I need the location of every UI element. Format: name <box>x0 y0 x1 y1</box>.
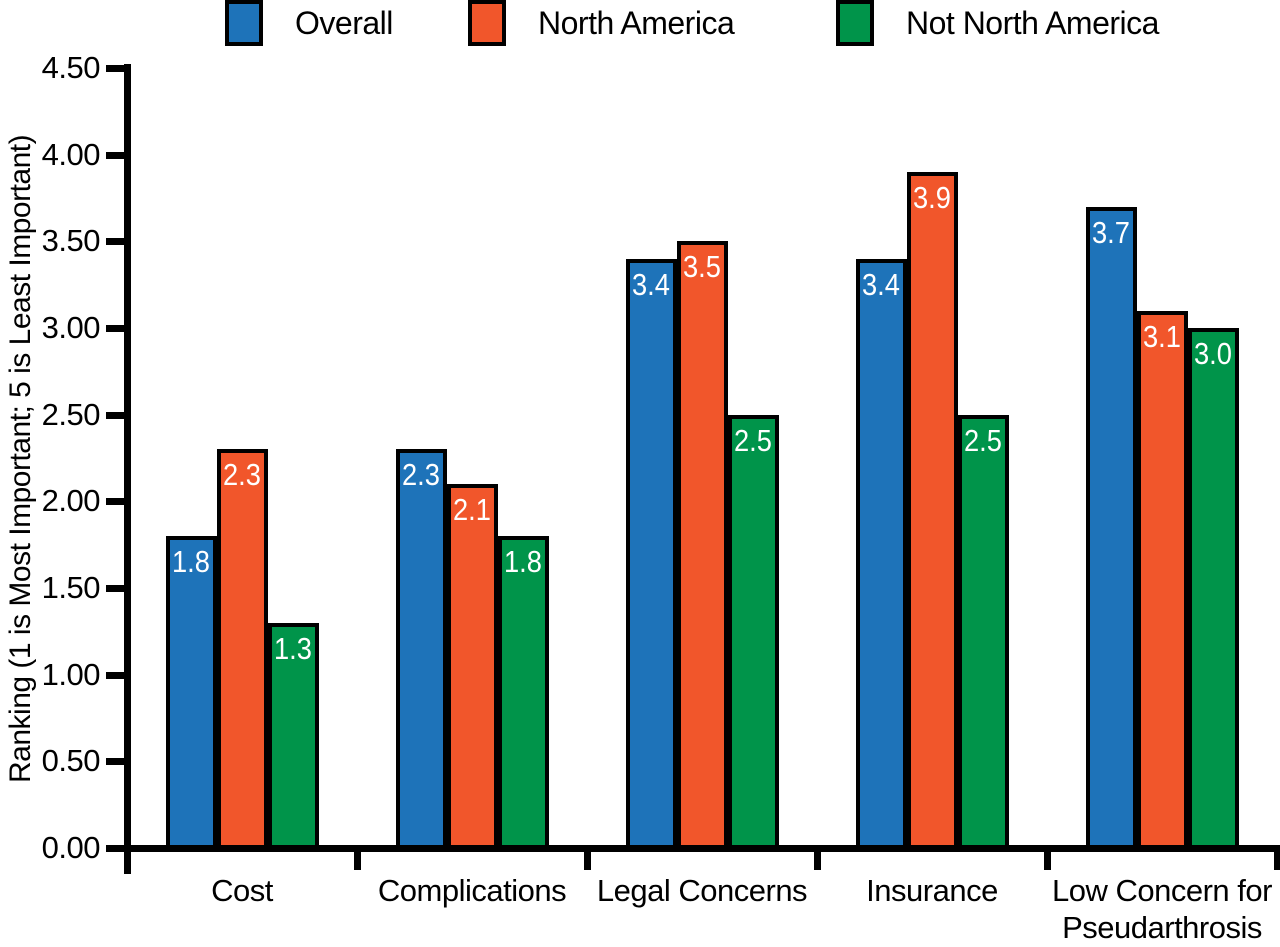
y-tick <box>106 498 127 506</box>
bar-overall-complications: 2.3 <box>395 449 447 852</box>
bar-overall-low-concern-for-pseudarthrosis: 3.7 <box>1085 207 1137 852</box>
legend-swatch-icon <box>836 0 874 46</box>
y-tick-label: 4.50 <box>41 50 101 85</box>
bar-not-north-america-low-concern-for-pseudarthrosis: 3.0 <box>1187 328 1239 852</box>
bar-value-label: 1.8 <box>503 544 542 579</box>
bar-north-america-cost: 2.3 <box>216 449 268 852</box>
y-tick-label: 0.00 <box>41 830 101 865</box>
bar-value-label: 3.9 <box>912 180 951 215</box>
y-tick <box>106 845 127 852</box>
category-label: Complications <box>377 873 567 908</box>
y-tick-label: 0.50 <box>41 743 101 779</box>
legend-label: Not North America <box>906 4 1159 41</box>
category-label: Legal Concerns <box>596 873 808 908</box>
legend-item-overall: Overall <box>225 0 393 46</box>
bar-north-america-complications: 2.1 <box>446 484 498 852</box>
bar-not-north-america-legal-concerns: 2.5 <box>727 415 779 852</box>
legend-label: North America <box>538 4 735 41</box>
x-tick <box>584 848 591 870</box>
y-tick-label: 4.00 <box>41 136 101 172</box>
legend-item-not-north-america: Not North America <box>836 0 1159 46</box>
legend-swatch-icon <box>225 0 263 46</box>
y-tick <box>106 325 127 332</box>
bar-north-america-insurance: 3.9 <box>906 172 958 852</box>
bar-not-north-america-complications: 1.8 <box>497 536 549 852</box>
bar-value-label: 1.8 <box>171 544 210 579</box>
y-tick-label: 1.00 <box>41 656 101 692</box>
legend-swatch-icon <box>468 0 506 46</box>
bar-value-label: 3.4 <box>861 267 900 302</box>
bar-value-label: 3.1 <box>1142 319 1181 354</box>
bar-north-america-legal-concerns: 3.5 <box>676 241 728 852</box>
y-tick-label: 3.50 <box>41 223 101 259</box>
x-tick <box>1274 848 1280 870</box>
y-tick-label: 2.00 <box>41 483 101 519</box>
bar-value-label: 2.3 <box>222 457 261 492</box>
category-label: Low Concern for Pseudarthrosis <box>1052 873 1272 945</box>
bar-not-north-america-cost: 1.3 <box>267 623 319 852</box>
bar-value-label: 1.3 <box>273 631 312 666</box>
bar-value-label: 2.5 <box>963 423 1002 458</box>
bar-overall-cost: 1.8 <box>165 536 217 852</box>
bar-value-label: 3.5 <box>682 249 721 284</box>
y-axis-title: Ranking (1 is Most Important; 5 is Least… <box>4 134 37 784</box>
category-label: Insurance <box>866 873 998 908</box>
category-label: Cost <box>211 873 273 908</box>
bar-value-label: 3.0 <box>1193 336 1232 371</box>
legend-label: Overall <box>295 4 393 41</box>
bar-value-label: 3.7 <box>1091 215 1130 250</box>
y-tick <box>106 758 127 766</box>
x-tick <box>1044 848 1051 870</box>
bar-value-label: 3.4 <box>631 267 670 302</box>
legend-item-north-america: North America <box>468 0 735 46</box>
bar-overall-legal-concerns: 3.4 <box>625 259 677 852</box>
x-tick <box>814 848 821 870</box>
x-tick <box>354 848 361 870</box>
bar-not-north-america-insurance: 2.5 <box>957 415 1009 852</box>
bar-value-label: 2.1 <box>452 492 491 527</box>
y-tick <box>106 238 127 246</box>
y-tick <box>106 65 127 72</box>
y-tick <box>106 585 127 592</box>
y-tick-label: 1.50 <box>41 570 101 605</box>
y-axis-line <box>124 64 131 874</box>
bar-value-label: 2.5 <box>733 423 772 458</box>
bar-overall-insurance: 3.4 <box>855 259 907 852</box>
y-tick <box>106 411 127 419</box>
y-tick-label: 3.00 <box>41 310 101 345</box>
x-tick <box>124 848 131 870</box>
bar-value-label: 2.3 <box>401 457 440 492</box>
y-tick <box>106 151 127 159</box>
y-tick <box>106 671 127 679</box>
x-axis-line <box>124 845 1280 852</box>
y-tick-label: 2.50 <box>41 396 101 432</box>
bar-north-america-low-concern-for-pseudarthrosis: 3.1 <box>1136 311 1188 852</box>
